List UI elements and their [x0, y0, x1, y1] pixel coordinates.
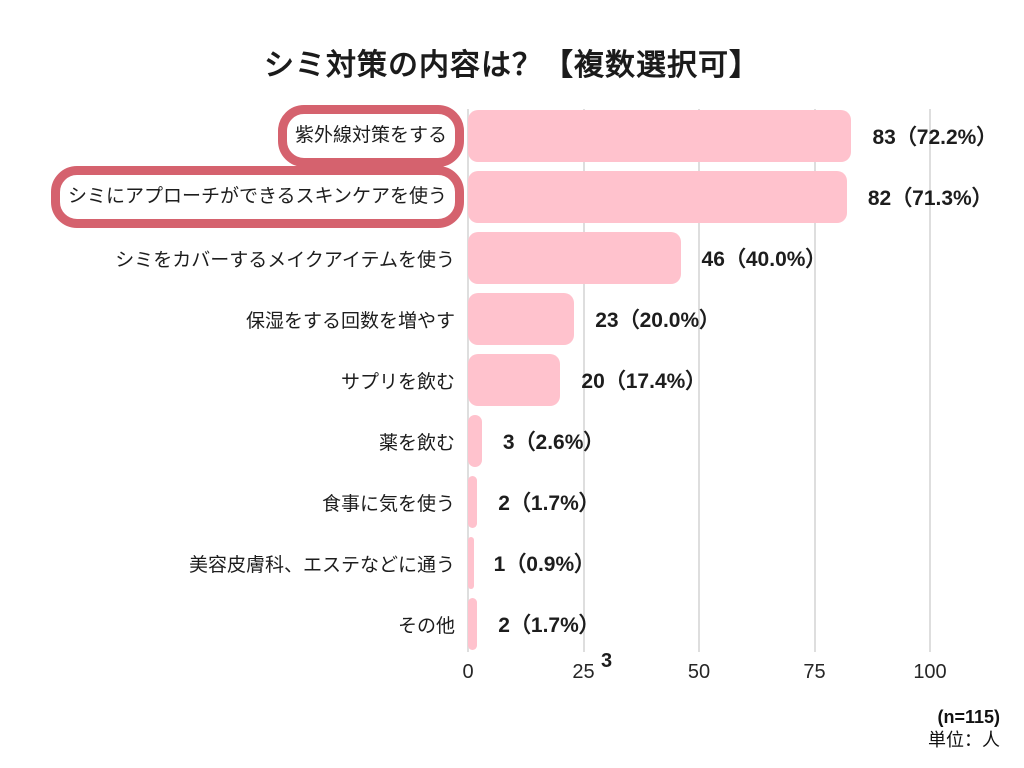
footnote: (n=115) 単位：人	[928, 706, 1000, 752]
value-label: 1（0.9%）	[493, 553, 596, 576]
bar	[468, 537, 474, 589]
gridline	[698, 109, 700, 652]
gridline	[582, 109, 585, 652]
bar	[468, 415, 482, 467]
stray-annotation: 3	[601, 650, 613, 672]
x-axis-tick-label: 100	[913, 661, 947, 683]
gridline	[813, 109, 816, 652]
category-label-row: 薬を飲む	[0, 405, 455, 477]
value-label: 2（1.7%）	[498, 492, 600, 515]
category-label: シミをカバーするメイクアイテムを使う	[115, 249, 455, 271]
category-label: サプリを飲む	[340, 371, 455, 393]
unit-label: 単位：人	[928, 730, 1000, 750]
category-label: 美容皮膚科、エステなどに通う	[188, 554, 455, 576]
x-axis-tick-label: 25	[572, 661, 595, 683]
bar	[468, 598, 478, 650]
x-axis-tick-label: 0	[462, 661, 474, 683]
category-label-row: その他	[0, 588, 455, 660]
bar	[468, 110, 852, 162]
value-label: 23（20.0%）	[595, 309, 721, 332]
category-label-row: シミにアプローチができるスキンケアを使う	[0, 161, 464, 233]
category-label-highlighted: 紫外線対策をする	[277, 105, 464, 167]
category-label-row: 食事に気を使う	[0, 466, 455, 538]
chart-title: シミ対策の内容は？【複数選択可】	[264, 49, 760, 82]
bar	[468, 354, 561, 406]
value-label: 46（40.0%）	[701, 248, 827, 271]
value-label: 2（1.7%）	[498, 614, 600, 637]
x-axis-tick-label: 50	[687, 661, 711, 683]
category-label: 薬を飲む	[378, 432, 455, 454]
bar	[468, 476, 478, 528]
x-axis-tick-label: 75	[803, 661, 826, 683]
category-label: その他	[397, 615, 455, 637]
bar	[468, 171, 847, 223]
category-label-row: サプリを飲む	[0, 344, 455, 416]
bar	[468, 232, 681, 284]
bar	[468, 293, 575, 345]
value-label: 3（2.6%）	[502, 431, 605, 454]
category-label-row: 紫外線対策をする	[0, 100, 464, 172]
value-label: 20（17.4%）	[581, 370, 707, 393]
category-label: 食事に気を使う	[321, 493, 455, 515]
gridline	[929, 109, 931, 652]
category-label-row: 保湿をする回数を増やす	[0, 283, 455, 355]
category-label-row: シミをカバーするメイクアイテムを使う	[0, 222, 455, 294]
category-label: 保湿をする回数を増やす	[245, 310, 455, 332]
category-label-highlighted: シミにアプローチができるスキンケアを使う	[50, 166, 464, 228]
sample-size-label: (n=115)	[937, 707, 1000, 727]
value-label: 83（72.2%）	[872, 126, 998, 149]
category-label-row: 美容皮膚科、エステなどに通う	[0, 527, 455, 599]
value-label: 82（71.3%）	[867, 187, 993, 210]
